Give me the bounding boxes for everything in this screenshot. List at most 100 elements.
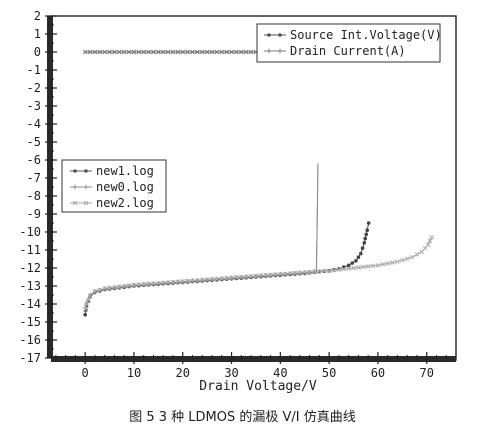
series-new2-log-point <box>341 266 347 272</box>
series-new2-log-point <box>258 273 264 279</box>
series-new2-log-point <box>425 242 431 247</box>
legend-entry-0-marker-point <box>84 169 88 173</box>
series-drain-current-upper--point <box>165 49 171 55</box>
series-drain-current-upper--point <box>102 49 108 55</box>
legend-entry-2-marker-point <box>83 200 89 206</box>
series-drain-current-upper--point <box>146 49 151 55</box>
series-drain-current-upper--point <box>175 49 181 55</box>
series-new2-log-point <box>302 270 308 275</box>
x-tick-label: 60 <box>371 366 385 380</box>
y-tick-label: -5 <box>27 135 41 149</box>
legend-entry-2-label: new2.log <box>96 196 154 210</box>
legend-entry-0-marker-point <box>73 169 77 173</box>
series-drain-current-upper--point <box>195 49 200 55</box>
series-new2-log-point <box>297 270 303 276</box>
series-new2-log-point <box>385 261 391 266</box>
series-drain-current-upper--point <box>82 49 88 55</box>
x-tick-label: 70 <box>419 366 433 380</box>
series-new2-log-point <box>390 260 395 265</box>
series-new2-log-point <box>131 282 137 288</box>
y-tick-label: -4 <box>27 117 41 131</box>
y-tick-label: -3 <box>27 99 41 113</box>
y-tick-label: 0 <box>34 45 41 59</box>
series-new2-log-point <box>248 274 254 279</box>
series-drain-current-upper--point <box>112 49 117 55</box>
series-new2-log-point <box>268 272 273 278</box>
y-tick-label: -15 <box>19 315 41 329</box>
series-new2-log-point <box>121 283 127 289</box>
series-drain-current-upper--point <box>199 49 205 55</box>
series-drain-current-upper--point <box>180 49 186 55</box>
series-new1-log-point <box>360 246 365 250</box>
series-new2-log-point <box>195 278 200 283</box>
series-new2-log-point <box>112 285 117 290</box>
series-new1-log-point <box>346 263 351 268</box>
x-tick-label: 40 <box>273 366 287 380</box>
series-new1-log-point <box>356 255 361 259</box>
series-group <box>82 49 434 317</box>
series-new2-log-point <box>243 274 249 280</box>
series-drain-current-upper--point <box>92 49 98 55</box>
series-new2-log-point <box>317 269 322 274</box>
series-drain-current-upper--point <box>131 49 137 55</box>
series-new2-log-point <box>204 277 210 283</box>
legend-entry-0-label: new1.log <box>96 164 154 178</box>
series-drain-current-upper--point <box>209 49 215 55</box>
series-new2-log-point <box>351 265 356 271</box>
legend-entry-1-label: Drain Current(A) <box>290 44 406 58</box>
series-new2-log-point <box>346 266 352 271</box>
y-tick-label: -14 <box>19 297 41 311</box>
series-new2-log-point <box>409 254 415 260</box>
legend-entry-0-label: Source Int.Voltage(V) <box>290 28 442 42</box>
series-new2-log-point <box>180 279 186 284</box>
series-drain-current-upper--point <box>219 49 225 55</box>
series-new2-log-point <box>253 273 259 279</box>
y-tick-label: -17 <box>19 351 41 365</box>
file-legend: new1.log new0.log new2.log <box>61 159 167 213</box>
series-new2-log-point <box>175 279 181 285</box>
x-tick-label: 0 <box>82 366 89 380</box>
series-new2-log-point <box>414 252 420 257</box>
series-new2-log-point <box>97 287 103 293</box>
series-new2-log-point <box>82 307 88 312</box>
y-tick-label: -8 <box>27 189 41 203</box>
series-new2-log-point <box>356 265 361 270</box>
series-new2-log-point <box>214 276 220 282</box>
series-new2-log-point <box>229 275 234 281</box>
series-new2-log-point <box>224 275 230 281</box>
series-new1-log-point <box>362 241 367 245</box>
series-new2-log-point <box>146 281 151 287</box>
series-drain-current-upper--point <box>121 49 127 55</box>
series-new1-log-point <box>354 259 358 263</box>
figure-caption: 图 5 3 种 LDMOS 的漏极 V/I 仿真曲线 <box>129 410 356 425</box>
y-tick-label: -1 <box>27 63 41 77</box>
series-new2-log-point <box>160 280 166 286</box>
series-new2-log-point <box>380 262 386 267</box>
x-tick-label: 10 <box>127 366 141 380</box>
series-new2-log-point <box>429 235 434 240</box>
series-drain-current-upper--point <box>126 49 132 55</box>
series-new2-log-point <box>336 267 342 272</box>
series-new2-log <box>82 235 434 312</box>
series-drain-current-upper--point <box>151 49 156 55</box>
y-tick-label: 2 <box>34 9 41 23</box>
quantity-legend-box <box>256 23 441 63</box>
series-drain-current-upper--point <box>97 49 103 55</box>
series-new2-log-point <box>307 269 312 275</box>
y-tick-label: -2 <box>27 81 41 95</box>
series-new2-log-point <box>287 271 293 276</box>
series-new2-log-point <box>102 286 108 292</box>
series-new2-log-point <box>170 279 176 285</box>
y-tick-label: -9 <box>27 207 41 221</box>
x-tick-label: 20 <box>176 366 190 380</box>
x-tick-label: 30 <box>224 366 238 380</box>
series-new2-log-point <box>273 272 278 278</box>
series-drain-current-upper--point <box>116 49 122 55</box>
series-drain-current-upper--point <box>229 49 234 55</box>
series-new2-log-line <box>84 237 433 310</box>
legend-entry-0-marker-point <box>267 33 271 37</box>
series-drain-current-upper--point <box>87 49 93 55</box>
series-new2-log-point <box>277 271 283 277</box>
legend-entry-2-marker-point <box>72 200 78 206</box>
